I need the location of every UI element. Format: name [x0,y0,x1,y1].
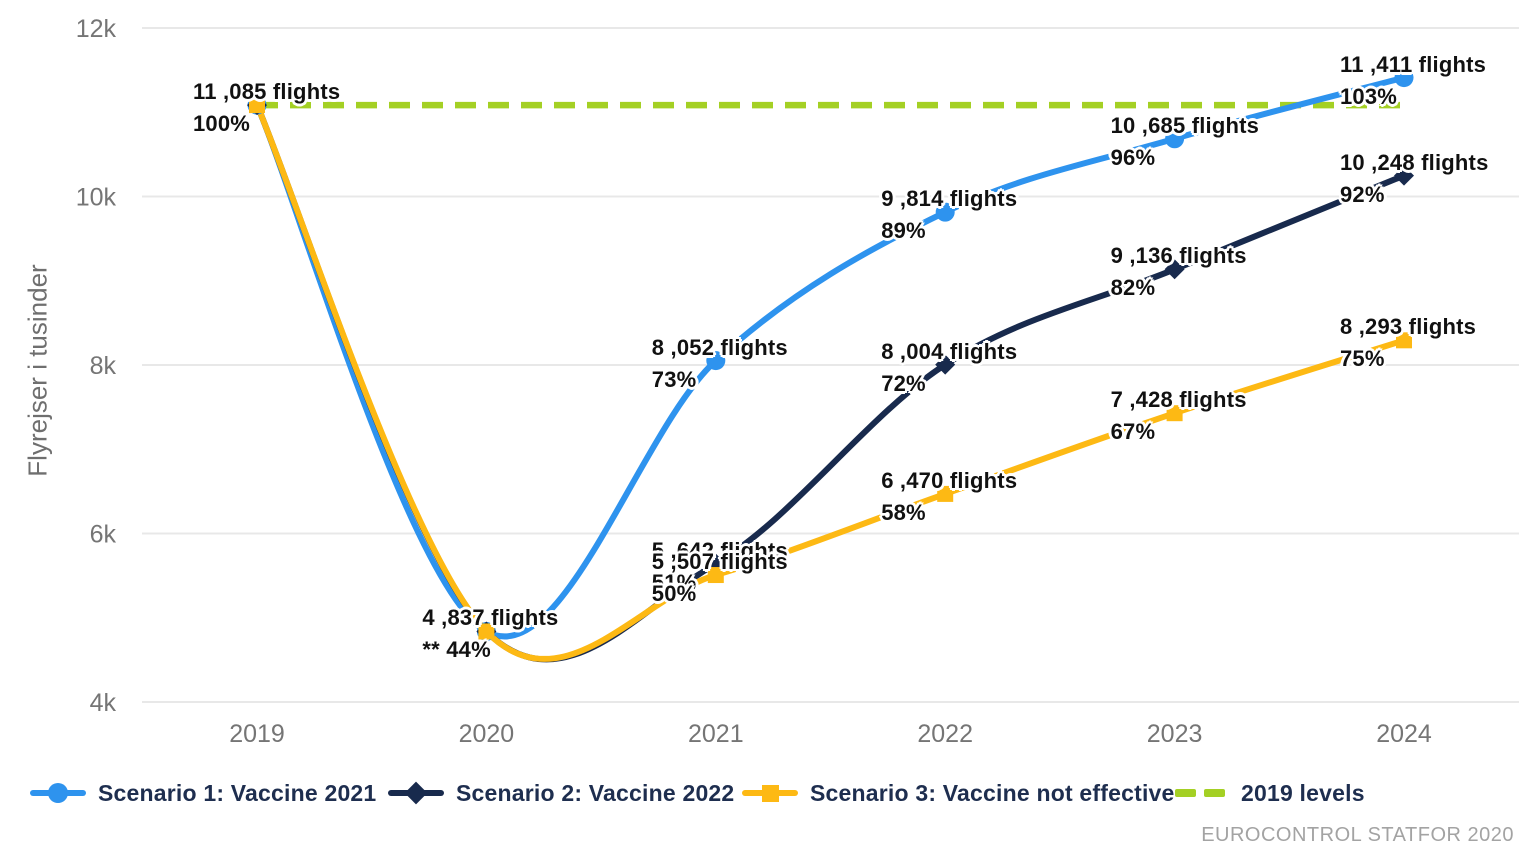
data-point-marker-circle [706,351,726,371]
data-point-marker-square [1396,332,1412,349]
data-point-marker-diamond [1164,259,1185,280]
legend-label: Scenario 3: Vaccine not effective [810,779,1175,806]
x-tick-label: 2022 [917,720,973,748]
scenario-3-line-square-icon [742,781,798,805]
source-credit: EUROCONTROL STATFOR 2020 [1201,824,1514,846]
data-point-marker-square [478,623,495,640]
green-dashed-line-icon [1173,781,1229,805]
x-tick-label: 2020 [459,720,515,748]
data-point-marker-diamond [935,354,956,375]
series-line-1 [254,74,1407,640]
x-tick-label: 2023 [1147,720,1203,748]
y-tick-label: 8k [90,352,117,380]
data-point-marker-square [937,485,954,502]
legend-label: Scenario 1: Vaccine 2021 [98,779,377,806]
y-tick-label: 12k [76,15,117,43]
y-tick-label: 4k [90,689,117,717]
x-tick-label: 2019 [229,720,285,748]
data-point-marker-square [249,97,265,114]
legend-item-2019-levels[interactable]: 2019 levels [1173,770,1365,816]
legend-item-scenario-3[interactable]: Scenario 3: Vaccine not effective [742,770,1175,816]
legend-label: 2019 levels [1241,779,1365,806]
data-point-marker-square [1166,405,1183,422]
x-tick-label: 2024 [1376,720,1432,748]
scenario-1-line-circle-icon [30,781,86,805]
data-point-marker-circle [1165,129,1185,149]
legend: Scenario 1: Vaccine 2021 Scenario 2: Vac… [0,770,1536,816]
data-point-marker-circle [1394,68,1414,88]
data-point-marker-diamond [1394,165,1414,186]
y-tick-label: 10k [76,184,117,212]
legend-label: Scenario 2: Vaccine 2022 [456,779,735,806]
series-line-3 [254,102,1407,662]
x-tick-label: 2021 [688,720,744,748]
legend-item-scenario-2[interactable]: Scenario 2: Vaccine 2022 [388,770,734,816]
y-axis-title: Flyrejser i tusinder [22,264,53,477]
legend-item-scenario-1[interactable]: Scenario 1: Vaccine 2021 [30,770,376,816]
data-point-marker-circle [935,202,955,222]
data-point-marker-square [707,567,724,584]
y-tick-label: 6k [90,521,117,549]
scenario-2-line-diamond-icon [388,781,444,805]
series-line-2 [254,102,1407,663]
